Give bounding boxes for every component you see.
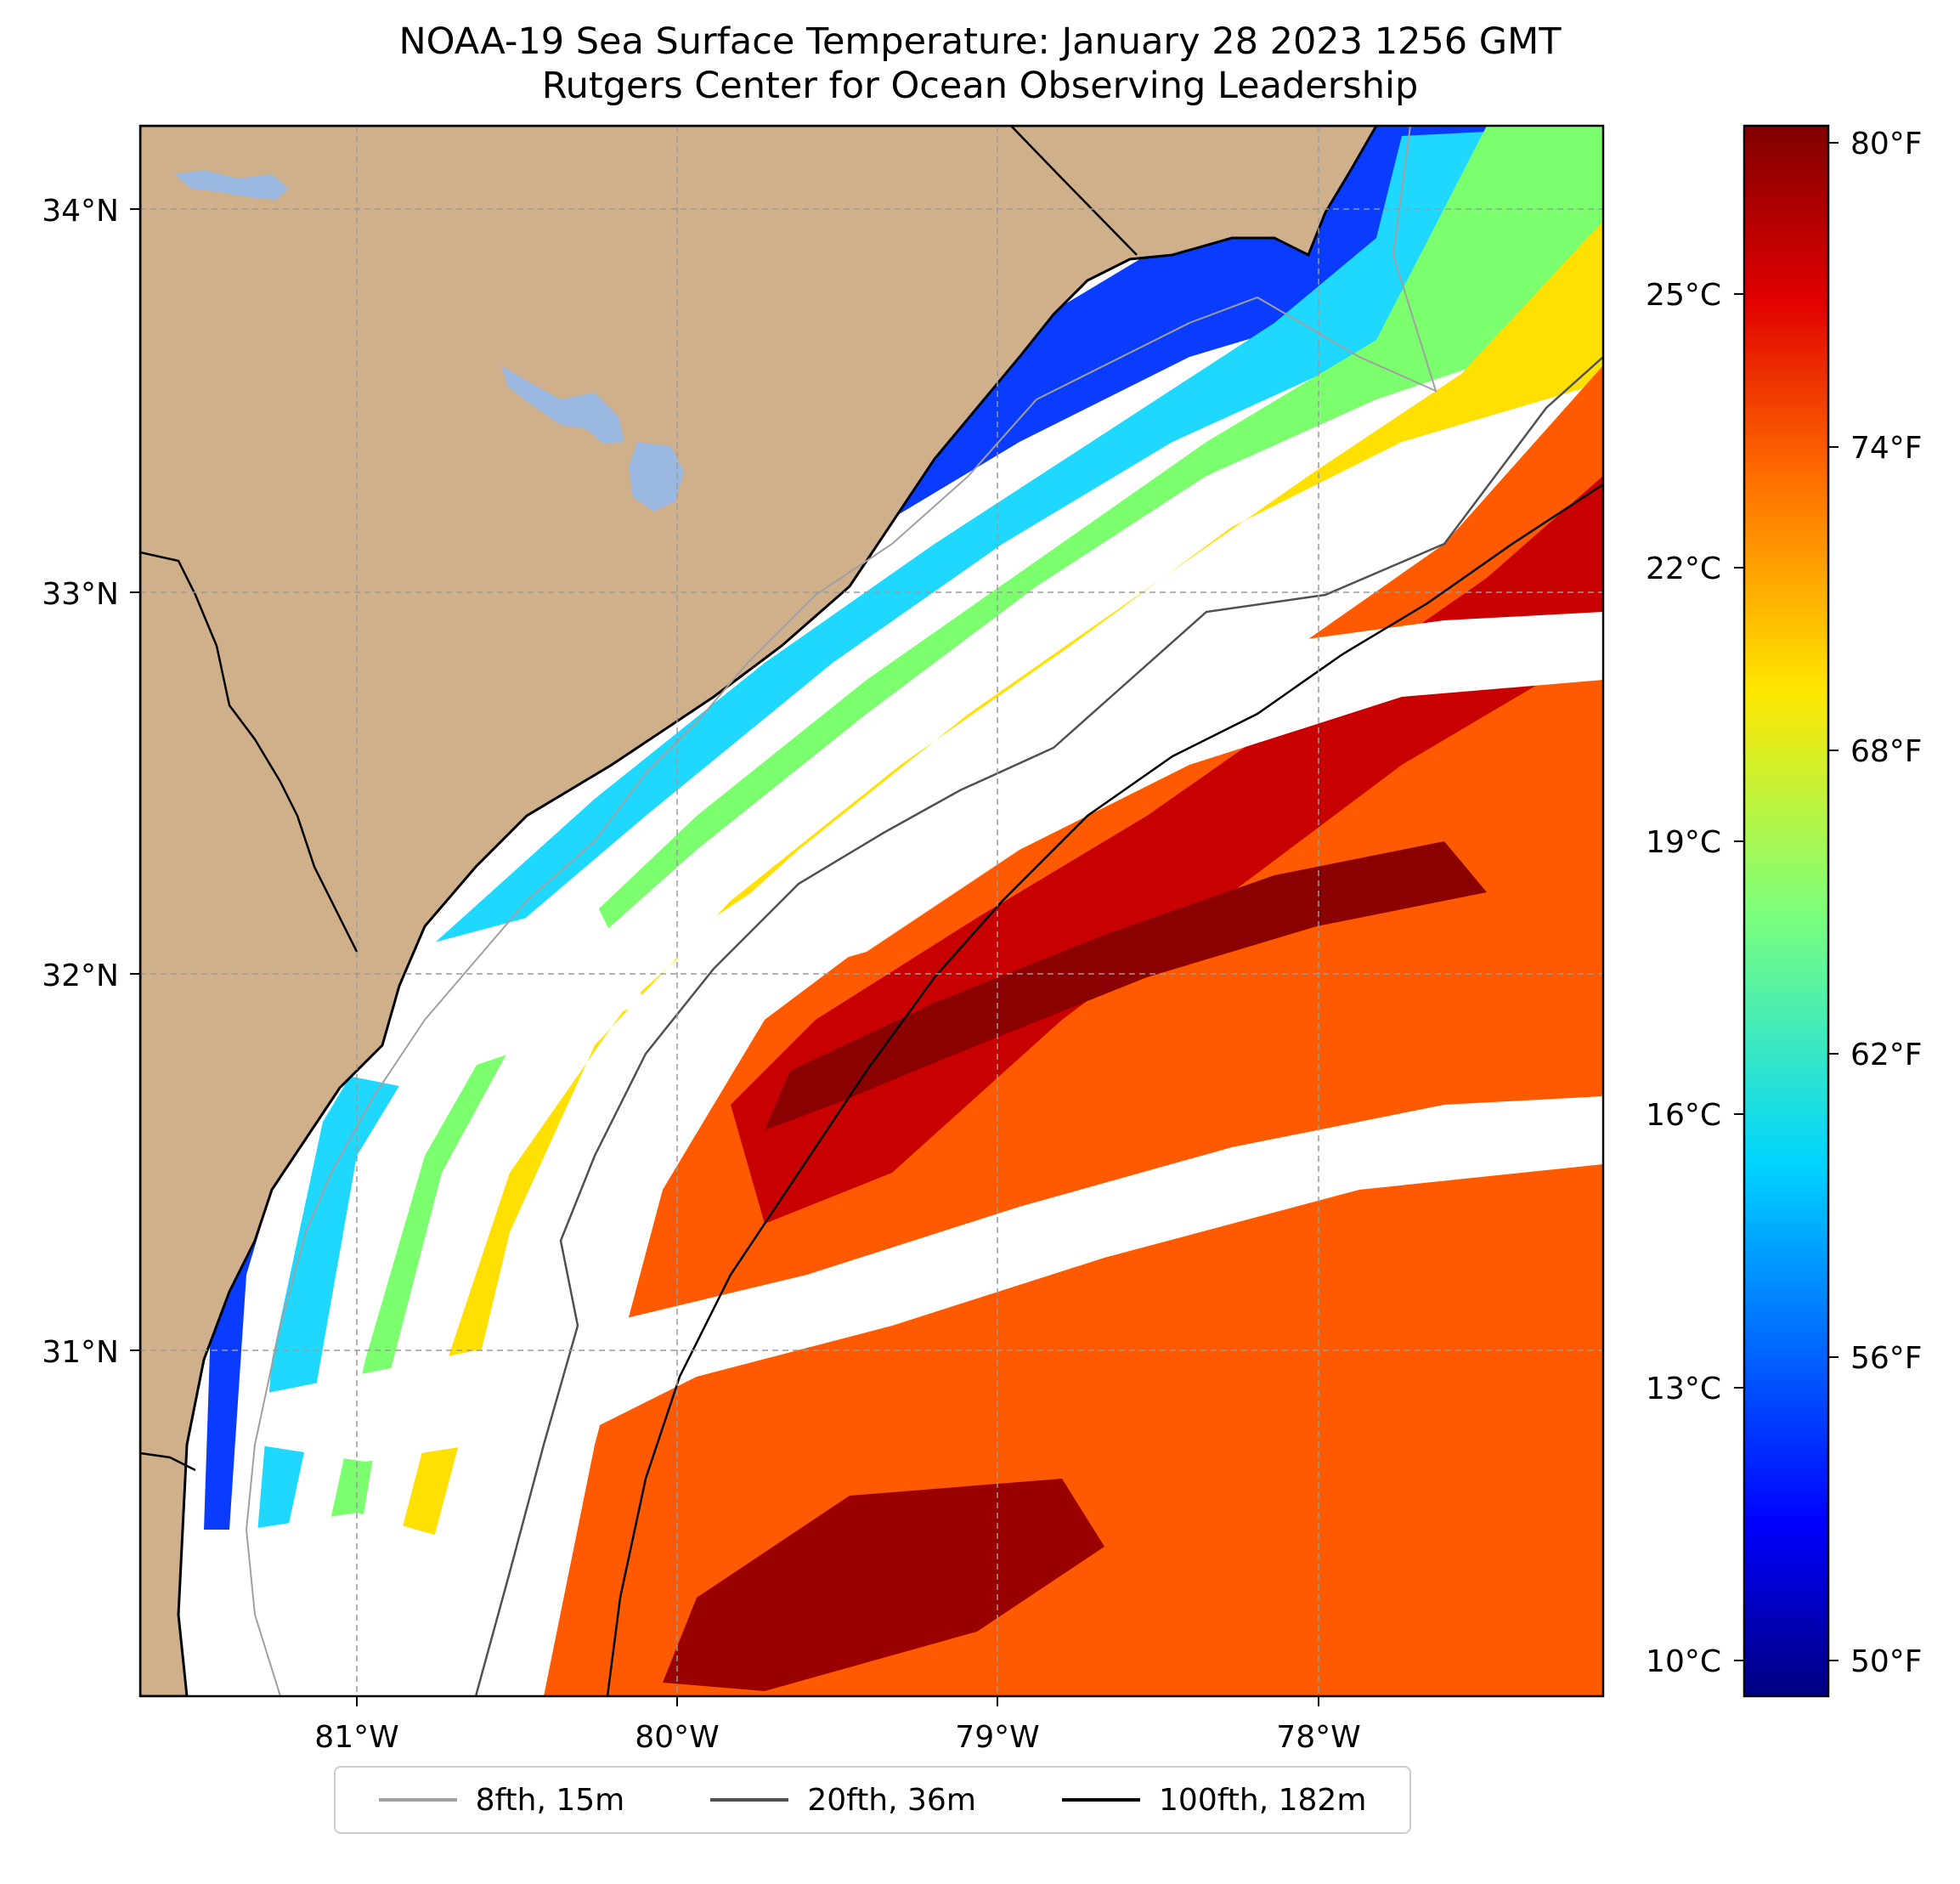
lon-label-78: 78°W bbox=[1276, 1720, 1360, 1755]
colorbar-c-25: 25°C bbox=[1646, 278, 1721, 313]
colorbar-f-68: 68°F bbox=[1850, 734, 1923, 769]
lat-label-33: 33°N bbox=[42, 577, 119, 612]
legend-item-100fth: 100fth, 182m bbox=[1062, 1783, 1366, 1818]
cloud-gap-3 bbox=[323, 901, 646, 1088]
map-subtitle: Rutgers Center for Ocean Observing Leade… bbox=[541, 65, 1419, 107]
lat-label-31: 31°N bbox=[42, 1335, 119, 1370]
state-border-ga-sc bbox=[140, 551, 359, 953]
legend-swatch-100fth bbox=[1062, 1798, 1141, 1802]
lake-marion bbox=[174, 170, 289, 200]
land-mass bbox=[140, 126, 1378, 1696]
lake-moultrie bbox=[501, 365, 624, 444]
legend-label-100fth: 100fth, 182m bbox=[1159, 1782, 1367, 1818]
lon-label-81: 81°W bbox=[314, 1720, 398, 1755]
colorbar-f-50: 50°F bbox=[1850, 1644, 1923, 1679]
lon-label-80: 80°W bbox=[635, 1720, 719, 1755]
colorbar-f-62: 62°F bbox=[1850, 1038, 1923, 1072]
lon-ticks bbox=[356, 1696, 1319, 1706]
isobath-8fth bbox=[245, 126, 1438, 1696]
depth-legend: 8fth, 15m 20fth, 36m 100fth, 182m bbox=[334, 1766, 1411, 1834]
lat-label-32: 32°N bbox=[42, 959, 119, 993]
legend-swatch-20fth bbox=[710, 1798, 789, 1802]
colorbar-celsius-ticks bbox=[1734, 293, 1744, 1661]
cloud-gap-1 bbox=[663, 612, 1603, 986]
isobath-100fth bbox=[606, 483, 1603, 1696]
legend-label-20fth: 20fth, 36m bbox=[807, 1782, 976, 1818]
state-border-nc-sc bbox=[1010, 126, 1138, 256]
sst-green-band bbox=[323, 126, 1603, 1555]
colorbar bbox=[1743, 124, 1830, 1698]
colorbar-f-74: 74°F bbox=[1850, 431, 1923, 466]
legend-item-20fth: 20fth, 36m bbox=[710, 1783, 976, 1818]
colorbar-c-22: 22°C bbox=[1646, 552, 1721, 586]
isobath-20fth bbox=[474, 356, 1603, 1696]
map-plot-area bbox=[140, 126, 1603, 1696]
colorbar-c-10: 10°C bbox=[1646, 1644, 1721, 1679]
cloud-gap-2 bbox=[255, 1096, 1603, 1462]
cloud-gap-4 bbox=[246, 1513, 527, 1696]
colorbar-c-19: 19°C bbox=[1646, 825, 1721, 860]
colorbar-c-13: 13°C bbox=[1646, 1372, 1721, 1406]
state-border-south bbox=[140, 1451, 196, 1472]
lon-gridlines bbox=[356, 126, 1319, 1696]
colorbar-c-16: 16°C bbox=[1646, 1098, 1721, 1133]
lat-label-34: 34°N bbox=[42, 194, 119, 229]
sst-hot-south bbox=[663, 1479, 1104, 1691]
colorbar-f-80: 80°F bbox=[1850, 127, 1923, 161]
lat-gridlines bbox=[140, 208, 1603, 1351]
lake-moultrie-lower bbox=[629, 442, 684, 512]
map-title: NOAA-19 Sea Surface Temperature: January… bbox=[398, 20, 1562, 63]
lat-ticks bbox=[130, 208, 140, 1351]
colorbar-f-56: 56°F bbox=[1850, 1341, 1923, 1376]
sst-gulfstream-core bbox=[765, 841, 1487, 1130]
lon-label-79: 79°W bbox=[955, 1720, 1039, 1755]
legend-item-8fth: 8fth, 15m bbox=[378, 1782, 625, 1818]
legend-label-8fth: 8fth, 15m bbox=[475, 1782, 625, 1818]
colorbar-fahrenheit-ticks bbox=[1828, 142, 1839, 1661]
sst-yellow-band bbox=[391, 221, 1603, 1572]
legend-swatch-8fth bbox=[378, 1798, 457, 1802]
map-frame bbox=[138, 124, 1605, 1698]
